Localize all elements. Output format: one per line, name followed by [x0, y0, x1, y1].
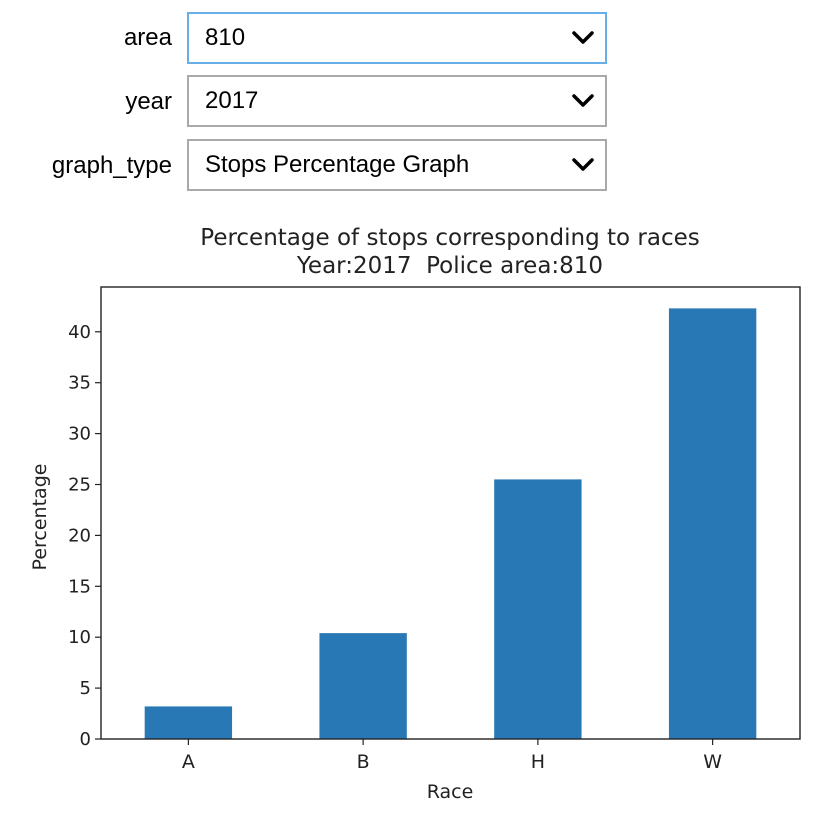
bar-w — [668, 308, 757, 739]
area-label: area — [123, 24, 172, 51]
y-axis-label: Percentage — [29, 464, 51, 571]
x-tick-label: B — [357, 751, 370, 773]
graph-type-dropdown-value: Stops Percentage Graph — [205, 151, 470, 178]
area-dropdown[interactable]: 810 — [187, 12, 607, 64]
y-tick-label: 10 — [68, 627, 91, 648]
graph-type-label: graph_type — [51, 152, 172, 179]
y-tick-label: 15 — [68, 576, 91, 597]
year-dropdown-value: 2017 — [205, 87, 259, 114]
chevron-down-icon — [572, 158, 594, 171]
year-row: year — [0, 75, 172, 129]
bar-chart: Percentage of stops corresponding to rac… — [29, 225, 801, 803]
chevron-down-icon — [572, 31, 594, 44]
x-axis-label: Race — [427, 781, 474, 803]
chevron-down-icon — [572, 94, 594, 107]
chart-title: Percentage of stops corresponding to rac… — [200, 225, 699, 251]
y-tick-label: 20 — [68, 525, 91, 546]
bar-b — [319, 633, 407, 739]
year-label: year — [125, 88, 172, 115]
y-tick-label: 30 — [68, 424, 91, 445]
plot-area: A B H W 0 5 10 15 20 25 30 35 40 — [68, 286, 801, 773]
chart-subtitle: Year:2017 Police area:810 — [296, 253, 603, 279]
y-tick-label: 5 — [80, 678, 91, 699]
plot-frame — [100, 286, 801, 740]
graph-type-row: graph_type — [0, 139, 172, 193]
y-tick-label: 25 — [68, 474, 91, 495]
bar-a — [144, 706, 233, 739]
bar-h — [494, 479, 582, 739]
area-row: area — [0, 11, 172, 65]
year-dropdown[interactable]: 2017 — [187, 75, 607, 127]
y-tick-label: 0 — [80, 729, 91, 750]
x-tick-label: H — [531, 751, 545, 773]
x-tick-label: W — [703, 751, 722, 773]
x-tick-label: A — [182, 751, 195, 773]
area-dropdown-value: 810 — [205, 24, 246, 51]
graph-type-dropdown[interactable]: Stops Percentage Graph — [187, 139, 607, 191]
y-tick-label: 40 — [68, 322, 91, 343]
y-tick-label: 35 — [68, 373, 91, 394]
